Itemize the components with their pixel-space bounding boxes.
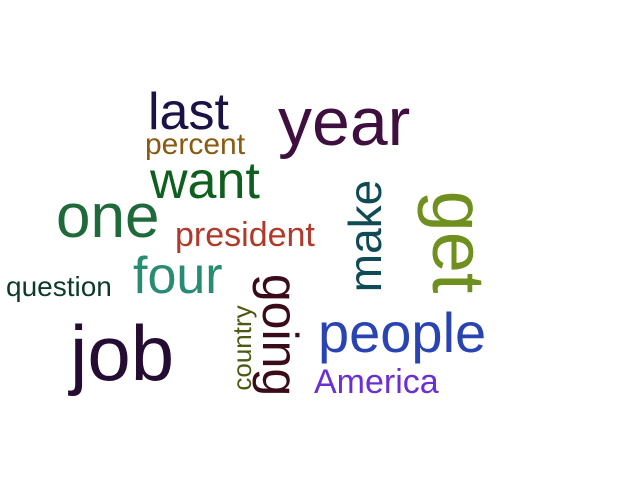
word-year: year xyxy=(278,84,411,160)
word-country: country xyxy=(227,305,257,391)
word-four: four xyxy=(133,247,223,305)
word-america: America xyxy=(314,363,439,401)
word-one: one xyxy=(56,182,160,251)
word-get: get xyxy=(417,190,500,294)
word-going: going xyxy=(252,273,308,397)
word-question: question xyxy=(6,271,112,302)
word-make: make xyxy=(339,179,391,293)
word-president: president xyxy=(175,216,315,254)
word-want: want xyxy=(150,152,260,210)
word-last: last xyxy=(148,83,229,141)
word-people: people xyxy=(318,301,487,364)
word-job: job xyxy=(70,309,175,397)
word-percent: percent xyxy=(145,128,246,161)
